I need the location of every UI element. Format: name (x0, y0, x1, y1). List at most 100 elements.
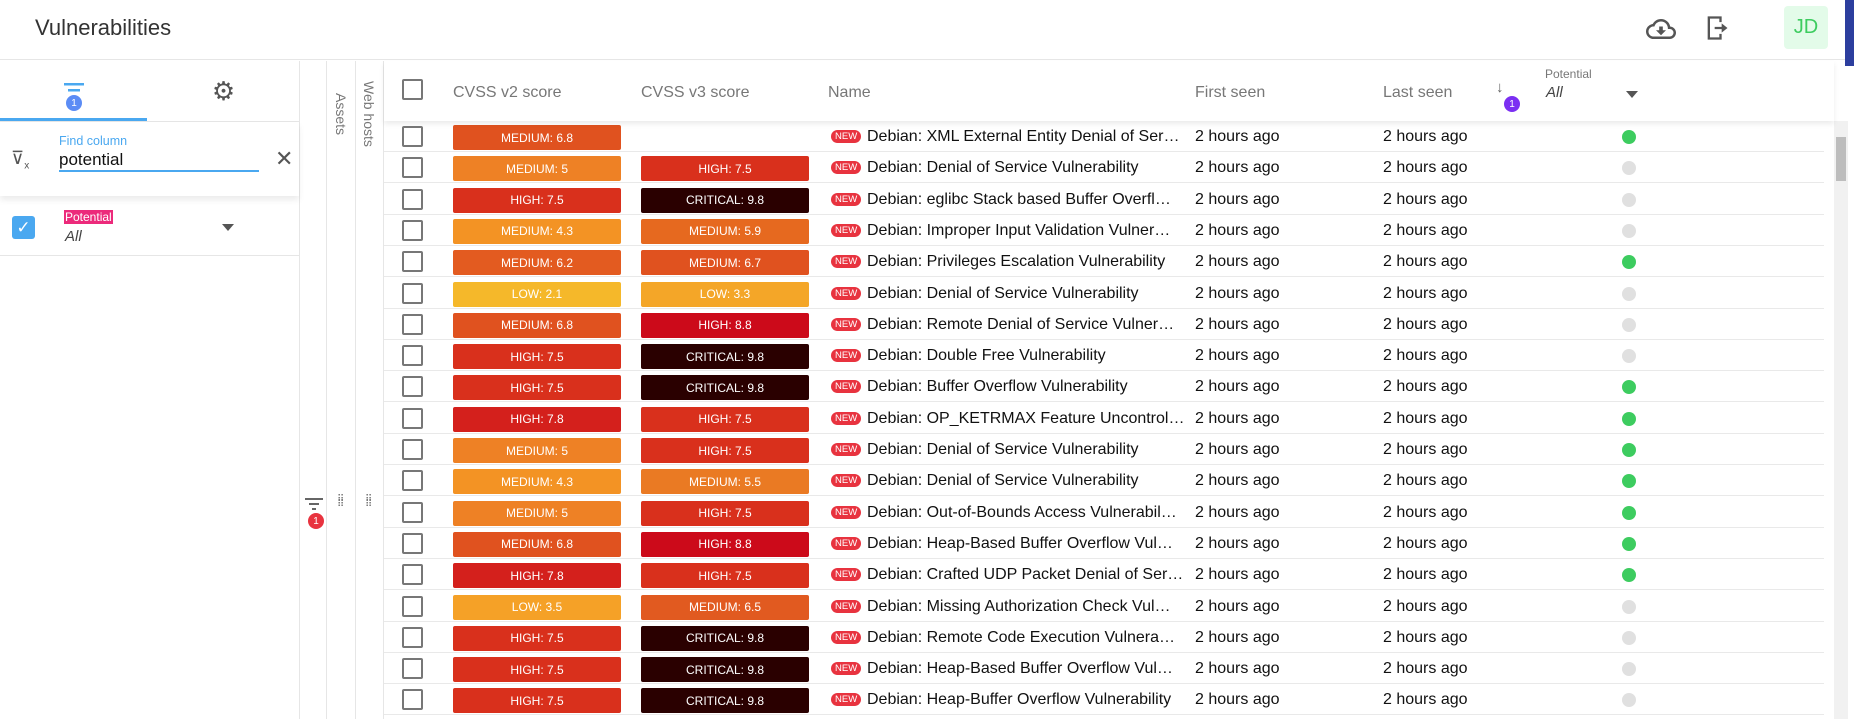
row-checkbox[interactable] (402, 407, 423, 429)
table-row[interactable]: HIGH: 7.5 CRITICAL: 9.8 NEW Debian: Heap-Ba… (384, 653, 1824, 685)
row-checkbox[interactable] (402, 251, 423, 273)
tab-settings[interactable]: ⚙ (150, 61, 297, 121)
header-potential-label: Potential (1545, 67, 1592, 81)
vulnerability-name[interactable]: Debian: XML External Entity Denial of Se… (867, 128, 1180, 145)
new-badge: NEW (831, 693, 862, 707)
row-checkbox[interactable] (402, 219, 423, 241)
table-row[interactable]: LOW: 3.5 MEDIUM: 6.5 NEW Debian: Missing Au… (384, 591, 1824, 622)
table-row[interactable]: MEDIUM: 5 HIGH: 7.5 NEW Debian: Out-of-Boun… (384, 497, 1824, 528)
column-item-potential[interactable]: ✓ Potential All (0, 196, 299, 256)
vulnerability-name[interactable]: Debian: Denial of Service Vulnerability (867, 284, 1139, 302)
header-last-seen[interactable]: Last seen (1383, 84, 1453, 101)
web-hosts-panel-tab[interactable]: Web hosts ⠿ ⠿ (356, 61, 384, 719)
sort-arrow-down-icon[interactable]: ↓ (1496, 79, 1504, 96)
table-row[interactable]: MEDIUM: 6.8 NEW Debian: XML External Entit… (384, 121, 1824, 152)
row-checkbox[interactable] (402, 626, 423, 648)
logout-icon[interactable] (1703, 14, 1733, 44)
table-row[interactable]: HIGH: 7.5 CRITICAL: 9.8 NEW Debian: Double … (384, 340, 1824, 372)
potential-filter-value[interactable]: All (1546, 84, 1563, 101)
header-cvss-v2[interactable]: CVSS v2 score (453, 84, 562, 101)
row-checkbox[interactable] (402, 564, 423, 586)
select-all-checkbox[interactable] (402, 79, 423, 100)
row-checkbox[interactable] (402, 313, 423, 335)
row-checkbox[interactable] (402, 157, 423, 179)
vulnerability-name[interactable]: Debian: Heap-Buffer Overflow Vulnerabili… (867, 691, 1172, 709)
vulnerability-name[interactable]: Debian: Remote Denial of Service Vulner… (867, 315, 1175, 333)
cloud-download-icon[interactable] (1646, 14, 1676, 44)
drag-handle-icon[interactable]: ⠿ ⠿ (365, 494, 373, 510)
potential-status-dot (1622, 411, 1636, 426)
table-row[interactable]: HIGH: 7.5 CRITICAL: 9.8 NEW Debian: Heap-Bu… (384, 684, 1824, 716)
column-visible-checkbox[interactable]: ✓ (12, 216, 35, 239)
scrollbar[interactable] (1834, 121, 1848, 719)
vulnerability-name[interactable]: Debian: Denial of Service Vulnerability (867, 472, 1139, 490)
row-checkbox[interactable] (402, 658, 423, 680)
last-seen: 2 hours ago (1383, 441, 1468, 458)
vulnerability-name[interactable]: Debian: Buffer Overflow Vulnerability (867, 378, 1128, 396)
chevron-down-icon[interactable] (1626, 91, 1638, 98)
row-checkbox[interactable] (402, 126, 423, 147)
vulnerability-name[interactable]: Debian: OP_KETRMAX Feature Uncontrol… (867, 409, 1185, 427)
row-checkbox[interactable] (402, 595, 423, 617)
vulnerability-name[interactable]: Debian: Crafted UDP Packet Denial of Ser… (867, 566, 1184, 584)
row-checkbox[interactable] (402, 439, 423, 460)
vulnerability-name[interactable]: Debian: eglibc Stack based Buffer Overfl… (867, 190, 1171, 208)
chevron-down-icon[interactable] (222, 224, 234, 231)
table-row[interactable]: HIGH: 7.8 HIGH: 7.5 NEW Debian: Crafted UDP… (384, 559, 1824, 591)
vulnerability-name[interactable]: Debian: Denial of Service Vulnerability (867, 441, 1139, 458)
potential-status-dot (1622, 161, 1636, 176)
header-cvss-v3[interactable]: CVSS v3 score (641, 84, 750, 101)
column-filter-value[interactable]: All (65, 228, 82, 245)
header-name[interactable]: Name (828, 84, 871, 101)
filter-strip[interactable]: 1 (300, 61, 327, 719)
vulnerability-name[interactable]: Debian: Missing Authorization Check Vul… (867, 597, 1171, 615)
table-row[interactable]: MEDIUM: 5 HIGH: 7.5 NEW Debian: Denial of S… (384, 434, 1824, 465)
table-row[interactable]: MEDIUM: 4.3 MEDIUM: 5.9 NEW Debian: Imprope… (384, 215, 1824, 246)
table-row[interactable]: HIGH: 7.5 CRITICAL: 9.8 NEW Debian: Buffer … (384, 371, 1824, 403)
tab-filters[interactable]: 1 (0, 61, 147, 121)
row-checkbox[interactable] (402, 532, 423, 554)
vulnerability-name[interactable]: Debian: Privileges Escalation Vulnerabil… (867, 253, 1166, 271)
last-seen: 2 hours ago (1383, 597, 1468, 615)
cvss-v2-badge: LOW: 2.1 (453, 281, 621, 307)
assets-panel-tab[interactable]: Assets ⠿ ⠿ (327, 61, 356, 719)
vulnerability-name[interactable]: Debian: Denial of Service Vulnerability (867, 159, 1139, 177)
last-seen: 2 hours ago (1383, 409, 1468, 427)
row-checkbox[interactable] (402, 689, 423, 711)
clear-filter-icon[interactable]: ⊽x (11, 148, 30, 172)
avatar[interactable]: JD (1784, 6, 1828, 49)
row-checkbox[interactable] (402, 345, 423, 367)
row-checkbox[interactable] (402, 282, 423, 304)
potential-status-dot (1622, 630, 1636, 645)
cvss-v3-badge: CRITICAL: 9.8 (641, 187, 809, 213)
vulnerability-name[interactable]: Debian: Heap-Based Buffer Overflow Vul… (867, 660, 1173, 678)
table-row[interactable]: MEDIUM: 6.8 HIGH: 8.8 NEW Debian: Remote De… (384, 309, 1824, 340)
new-badge: NEW (831, 411, 862, 425)
last-seen: 2 hours ago (1383, 691, 1468, 709)
table-row[interactable]: LOW: 2.1 LOW: 3.3 NEW Debian: Denial of Ser… (384, 278, 1824, 309)
row-checkbox[interactable] (402, 470, 423, 492)
table-row[interactable]: MEDIUM: 4.3 MEDIUM: 5.5 NEW Debian: Denial … (384, 465, 1824, 497)
row-checkbox[interactable] (402, 376, 423, 398)
table-row[interactable]: MEDIUM: 5 HIGH: 7.5 NEW Debian: Denial of S… (384, 152, 1824, 184)
find-column-input[interactable] (59, 150, 259, 172)
table-row[interactable]: MEDIUM: 6.2 MEDIUM: 6.7 NEW Debian: Privile… (384, 246, 1824, 278)
cvss-v2-badge: HIGH: 7.5 (453, 625, 621, 651)
vulnerability-name[interactable]: Debian: Improper Input Validation Vulner… (867, 221, 1171, 239)
drag-handle-icon[interactable]: ⠿ ⠿ (337, 494, 345, 510)
vulnerability-name[interactable]: Debian: Out-of-Bounds Access Vulnerabil… (867, 503, 1177, 521)
row-checkbox[interactable] (402, 188, 423, 210)
table-row[interactable]: HIGH: 7.8 HIGH: 7.5 NEW Debian: OP_KETRMAX … (384, 403, 1824, 434)
header-first-seen[interactable]: First seen (1195, 84, 1266, 101)
table-row[interactable]: MEDIUM: 6.8 HIGH: 8.8 NEW Debian: Heap-Base… (384, 528, 1824, 559)
vulnerability-name[interactable]: Debian: Heap-Based Buffer Overflow Vul… (867, 534, 1173, 552)
table-row[interactable]: HIGH: 7.5 CRITICAL: 9.8 NEW Debian: Remote … (384, 622, 1824, 653)
vulnerability-name[interactable]: Debian: Double Free Vulnerability (867, 347, 1106, 365)
first-seen: 2 hours ago (1195, 159, 1280, 177)
cvss-v3-badge: MEDIUM: 5.9 (641, 218, 809, 244)
row-checkbox[interactable] (402, 501, 423, 523)
close-icon[interactable]: ✕ (275, 146, 294, 171)
table-row[interactable]: HIGH: 7.5 CRITICAL: 9.8 NEW Debian: eglibc … (384, 184, 1824, 215)
scrollbar-thumb[interactable] (1836, 137, 1846, 181)
vulnerability-name[interactable]: Debian: Remote Code Execution Vulnera… (867, 628, 1176, 646)
